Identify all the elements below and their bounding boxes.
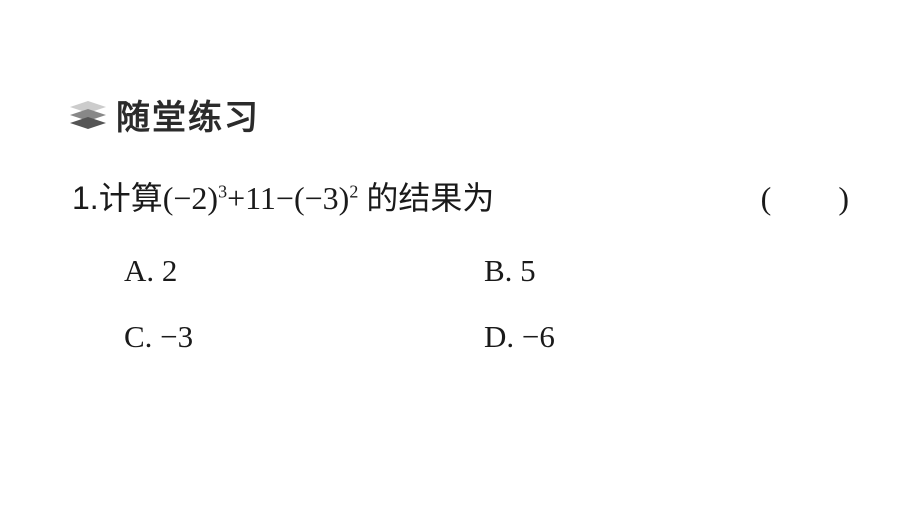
option-row-2: C. −3 D. −6 [124,319,850,355]
q-neg3: −3 [305,180,339,216]
question-number: 1. [72,180,99,216]
q-exp2: 2 [349,181,358,201]
q-neg2: −2 [173,180,207,216]
q-rp2: ) [339,180,350,216]
stack-icon [70,101,106,129]
option-a: A. 2 [124,253,484,289]
q-lp1: ( [163,180,174,216]
option-row-1: A. 2 B. 5 [124,253,850,289]
q-plus: + [227,180,245,216]
option-b: B. 5 [484,253,844,289]
option-d: D. −6 [484,319,844,355]
q-suffix: 的结果为 [358,180,494,216]
q-lp2: ( [294,180,305,216]
paren-close: ) [838,180,850,216]
paren-space [772,180,838,216]
options-block: A. 2 B. 5 C. −3 D. −6 [70,253,850,355]
answer-blank: ( ) [761,171,850,225]
option-c: C. −3 [124,319,484,355]
section-title: 随堂练习 [116,90,260,139]
q-eleven: 11 [245,180,276,216]
paren-open: ( [761,180,773,216]
section-header: 随堂练习 [70,90,850,139]
question-body: 1.计算(−2)3+11−(−3)2 的结果为 [72,171,494,225]
q-prefix: 计算 [99,180,163,216]
question-line: 1.计算(−2)3+11−(−3)2 的结果为 ( ) [70,171,850,225]
q-minus: − [276,180,294,216]
q-rp1: ) [207,180,218,216]
q-exp1: 3 [218,181,227,201]
exercise-page: 随堂练习 1.计算(−2)3+11−(−3)2 的结果为 ( ) A. 2 B.… [0,0,920,518]
